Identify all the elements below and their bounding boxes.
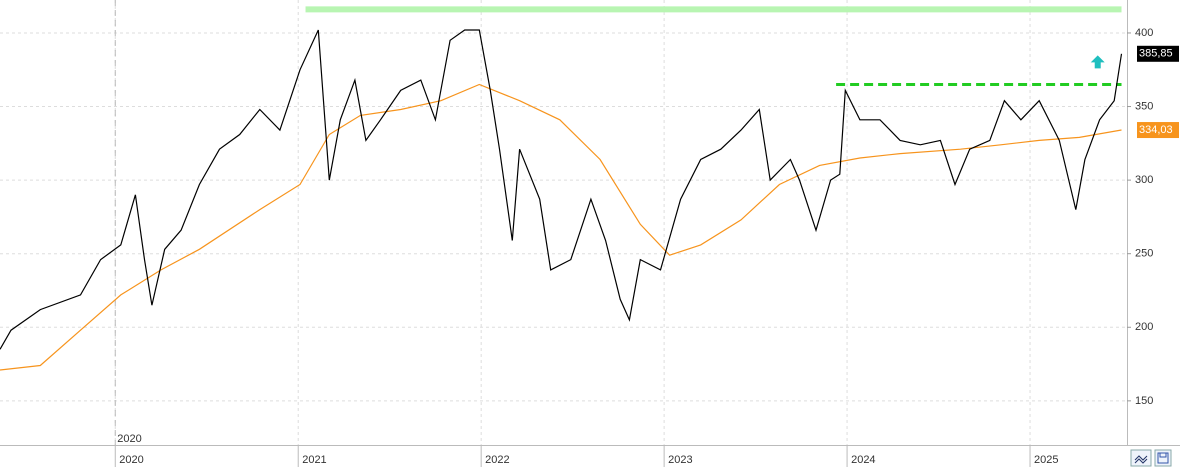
x-tick-label: 2024 [851, 454, 875, 466]
x-tick-label: 2021 [302, 454, 326, 466]
x-tick-label: 2023 [668, 454, 692, 466]
separator-label: 2020 [117, 433, 141, 445]
y-tick-label: 350 [1135, 100, 1153, 112]
price-tag-label: 385,85 [1139, 48, 1173, 60]
y-tick-label: 250 [1135, 248, 1153, 260]
series-line [0, 29, 1123, 350]
y-tick-label: 400 [1135, 27, 1153, 39]
series-line [0, 83, 1122, 371]
zoom-icon [1134, 455, 1148, 464]
save-icon [1157, 452, 1169, 464]
price-tag-label: 334,03 [1139, 124, 1173, 136]
save-button[interactable] [1154, 449, 1172, 467]
arrow-marker [1090, 55, 1105, 69]
y-tick-label: 200 [1135, 321, 1153, 333]
x-tick-label: 2022 [485, 454, 509, 466]
x-tick-label: 2025 [1034, 454, 1058, 466]
y-tick-label: 300 [1135, 174, 1153, 186]
y-tick-label: 150 [1135, 395, 1153, 407]
toolbar [1130, 449, 1172, 467]
x-tick-label: 2020 [119, 454, 143, 466]
price-tag [1137, 122, 1179, 139]
price-tag [1137, 45, 1179, 62]
